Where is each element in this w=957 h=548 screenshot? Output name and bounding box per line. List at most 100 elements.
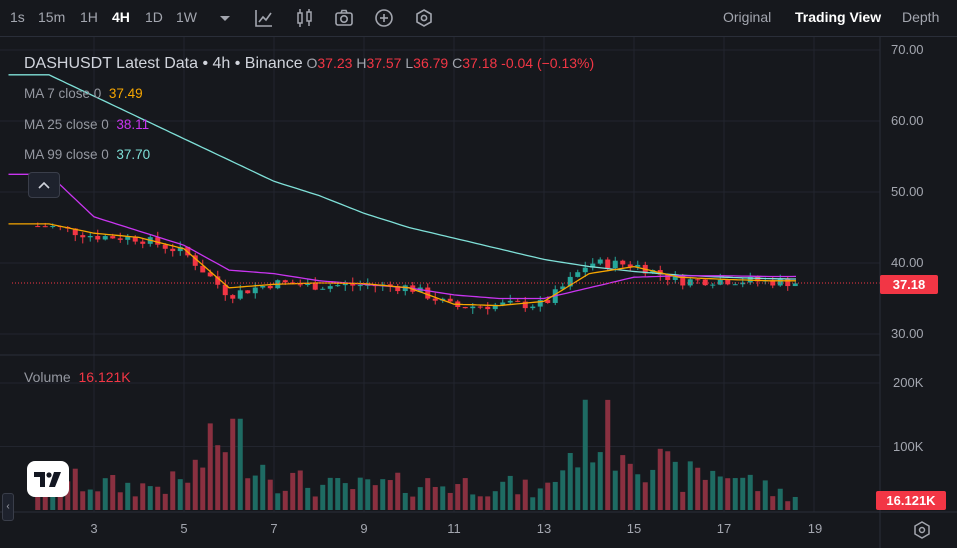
candle-body [335,285,341,287]
candle-body [462,306,468,309]
volume-bar [575,467,581,510]
candle-body [252,287,258,294]
ma7-legend: MA 7 close 0 37.49 [24,86,143,101]
volume-bar [282,490,288,510]
volume-bar [395,472,401,510]
volume-bar [200,467,206,510]
volume-bar [312,496,318,510]
volume-bar [252,475,258,510]
volume-bar [515,494,521,510]
volume-bar [260,464,266,510]
volume-bar [372,485,378,510]
camera-icon[interactable] [333,7,355,29]
candle-body [35,226,41,228]
volume-value: 16.121K [78,369,131,385]
left-scroll-handle[interactable]: ‹ [2,493,14,521]
volume-bar [365,479,371,510]
high-value: 37.57 [366,55,402,71]
candle-body [87,235,93,238]
volume-bar [785,501,791,510]
volume-legend: Volume 16.121K [24,369,131,385]
view-tradingview-tab[interactable]: Trading View [795,9,882,25]
ma7-label: MA 7 close 0 [24,86,102,101]
volume-bar [410,496,416,510]
interval-1d[interactable]: 1D [145,9,163,25]
chart-toolbar: 1s 15m 1H 4H 1D 1W Original Trading View… [0,0,957,37]
candle-body [515,300,521,302]
volume-bar [657,448,663,510]
volume-bar [230,418,236,510]
volume-bar [485,496,491,510]
candle-body [665,274,671,280]
volume-bar [357,477,363,510]
candle-body [702,279,708,286]
candle-body [102,236,108,240]
close-label: C [452,55,463,71]
candle-body [162,244,168,249]
chart-settings-icon[interactable] [912,520,932,540]
candle-body [695,279,701,281]
candle-body [282,280,288,283]
change-value: -0.04 (−0.13%) [501,55,595,71]
candle-body [612,260,618,269]
volume-bar [417,487,423,510]
volume-bar [102,478,108,510]
volume-bar [155,486,161,510]
volume-bar [170,471,176,510]
volume-bar [702,479,708,510]
candle-body [740,282,746,285]
interval-15m[interactable]: 15m [38,9,66,25]
price-axis-label: 30.00 [891,326,924,341]
volume-bar [350,489,356,510]
volume-bar [492,491,498,510]
interval-1s[interactable]: 1s [10,9,25,25]
candle-body [710,284,716,286]
volume-bar [597,452,603,510]
volume-bar [327,477,333,510]
volume-bar [740,477,746,510]
view-original-tab[interactable]: Original [723,9,772,25]
volume-bar [537,488,543,510]
volume-bar [552,481,558,510]
view-depth-tab[interactable]: Depth [902,9,940,25]
volume-bar [747,474,753,510]
volume-bar [57,487,63,510]
gear-hex-icon[interactable] [413,7,435,29]
volume-bar [65,481,71,510]
ma99-value: 37.70 [116,147,151,162]
collapse-legend-button[interactable] [28,172,60,198]
date-axis-label: 9 [360,521,368,536]
candle-body [260,285,266,288]
chevron-down-icon[interactable] [214,7,236,29]
plus-circle-icon[interactable] [373,7,395,29]
candle-body [537,300,543,307]
candle-body [575,272,581,277]
interval-1h[interactable]: 1H [80,9,98,25]
volume-bars [35,399,798,510]
candle-body [545,300,551,303]
volume-bar [117,492,123,510]
volume-bar [545,482,551,510]
candle-body [590,263,596,268]
low-value: 36.79 [413,55,449,71]
candles-icon[interactable] [294,7,316,29]
interval-1w[interactable]: 1W [176,9,197,25]
line-chart-icon[interactable] [253,7,275,29]
volume-bar [792,496,798,510]
candle-body [297,284,303,286]
volume-bar [335,478,341,510]
candle-body [327,286,333,289]
volume-bar [207,423,213,510]
tradingview-logo-icon [34,472,61,487]
volume-axis-label: 200K [893,375,924,390]
price-axis-label: 40.00 [891,255,924,270]
interval-4h[interactable]: 4H [112,9,130,25]
date-axis-label: 17 [716,521,732,536]
volume-bar [432,486,438,510]
candle-body [470,306,476,309]
date-axis-label: 13 [536,521,552,536]
volume-bar [560,470,566,510]
candle-body [357,285,363,287]
volume-bar [215,445,221,510]
